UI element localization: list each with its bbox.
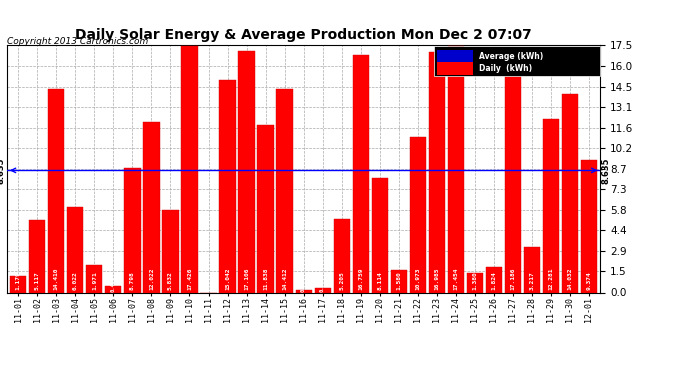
- Text: 1.824: 1.824: [491, 272, 496, 290]
- Bar: [333, 219, 350, 292]
- Bar: [524, 247, 540, 292]
- Text: 11.838: 11.838: [263, 268, 268, 290]
- Bar: [181, 46, 197, 292]
- Text: 14.032: 14.032: [567, 268, 573, 290]
- Text: 14.412: 14.412: [282, 268, 287, 290]
- Text: 3.217: 3.217: [529, 272, 534, 290]
- Text: 8.798: 8.798: [130, 272, 135, 290]
- Bar: [219, 80, 235, 292]
- Bar: [353, 56, 368, 292]
- Bar: [295, 291, 312, 292]
- Bar: [428, 52, 445, 292]
- Bar: [86, 265, 103, 292]
- Text: 9.374: 9.374: [586, 272, 591, 290]
- Text: 8.635: 8.635: [0, 157, 6, 184]
- Text: 17.454: 17.454: [453, 268, 458, 290]
- Bar: [29, 220, 46, 292]
- Bar: [410, 137, 426, 292]
- FancyBboxPatch shape: [437, 62, 473, 75]
- Text: 17.186: 17.186: [511, 268, 515, 290]
- Text: 1.380: 1.380: [472, 272, 477, 290]
- Title: Daily Solar Energy & Average Production Mon Dec 2 07:07: Daily Solar Energy & Average Production …: [75, 28, 532, 42]
- Bar: [504, 50, 521, 292]
- Bar: [277, 88, 293, 292]
- Bar: [106, 286, 121, 292]
- Text: 16.985: 16.985: [434, 268, 440, 290]
- Bar: [162, 210, 179, 292]
- Bar: [315, 288, 331, 292]
- Bar: [466, 273, 483, 292]
- Text: 0.144: 0.144: [301, 276, 306, 292]
- Bar: [68, 207, 83, 292]
- Bar: [543, 119, 559, 292]
- Bar: [448, 46, 464, 292]
- Text: 1.580: 1.580: [396, 272, 401, 290]
- Text: 15.042: 15.042: [225, 268, 230, 290]
- Text: 16.759: 16.759: [358, 268, 363, 290]
- Text: Copyright 2013 Cartronics.com: Copyright 2013 Cartronics.com: [7, 38, 148, 46]
- Bar: [581, 160, 597, 292]
- Text: 14.410: 14.410: [54, 268, 59, 290]
- Bar: [124, 168, 141, 292]
- Text: 12.022: 12.022: [149, 268, 154, 290]
- Text: 12.281: 12.281: [549, 268, 553, 290]
- FancyBboxPatch shape: [437, 50, 473, 62]
- Text: 5.205: 5.205: [339, 272, 344, 290]
- Text: 0.478: 0.478: [111, 276, 116, 292]
- Bar: [10, 276, 26, 292]
- Bar: [48, 89, 64, 292]
- Text: 0.286: 0.286: [320, 276, 325, 292]
- Text: Average (kWh): Average (kWh): [479, 52, 543, 61]
- Text: 5.117: 5.117: [34, 272, 40, 290]
- Bar: [257, 125, 274, 292]
- Bar: [144, 123, 159, 292]
- FancyBboxPatch shape: [434, 46, 600, 76]
- Bar: [486, 267, 502, 292]
- Text: 1.971: 1.971: [92, 272, 97, 290]
- Text: 5.832: 5.832: [168, 272, 173, 290]
- Text: 8.635: 8.635: [601, 157, 610, 184]
- Text: 6.022: 6.022: [73, 272, 78, 290]
- Text: 8.114: 8.114: [377, 272, 382, 290]
- Text: 17.106: 17.106: [244, 268, 249, 290]
- Bar: [391, 270, 407, 292]
- Text: 1.179: 1.179: [16, 272, 21, 290]
- Bar: [562, 94, 578, 292]
- Text: Daily  (kWh): Daily (kWh): [479, 64, 532, 73]
- Text: 17.426: 17.426: [187, 268, 192, 290]
- Bar: [372, 178, 388, 292]
- Bar: [239, 51, 255, 292]
- Text: 10.973: 10.973: [415, 268, 420, 290]
